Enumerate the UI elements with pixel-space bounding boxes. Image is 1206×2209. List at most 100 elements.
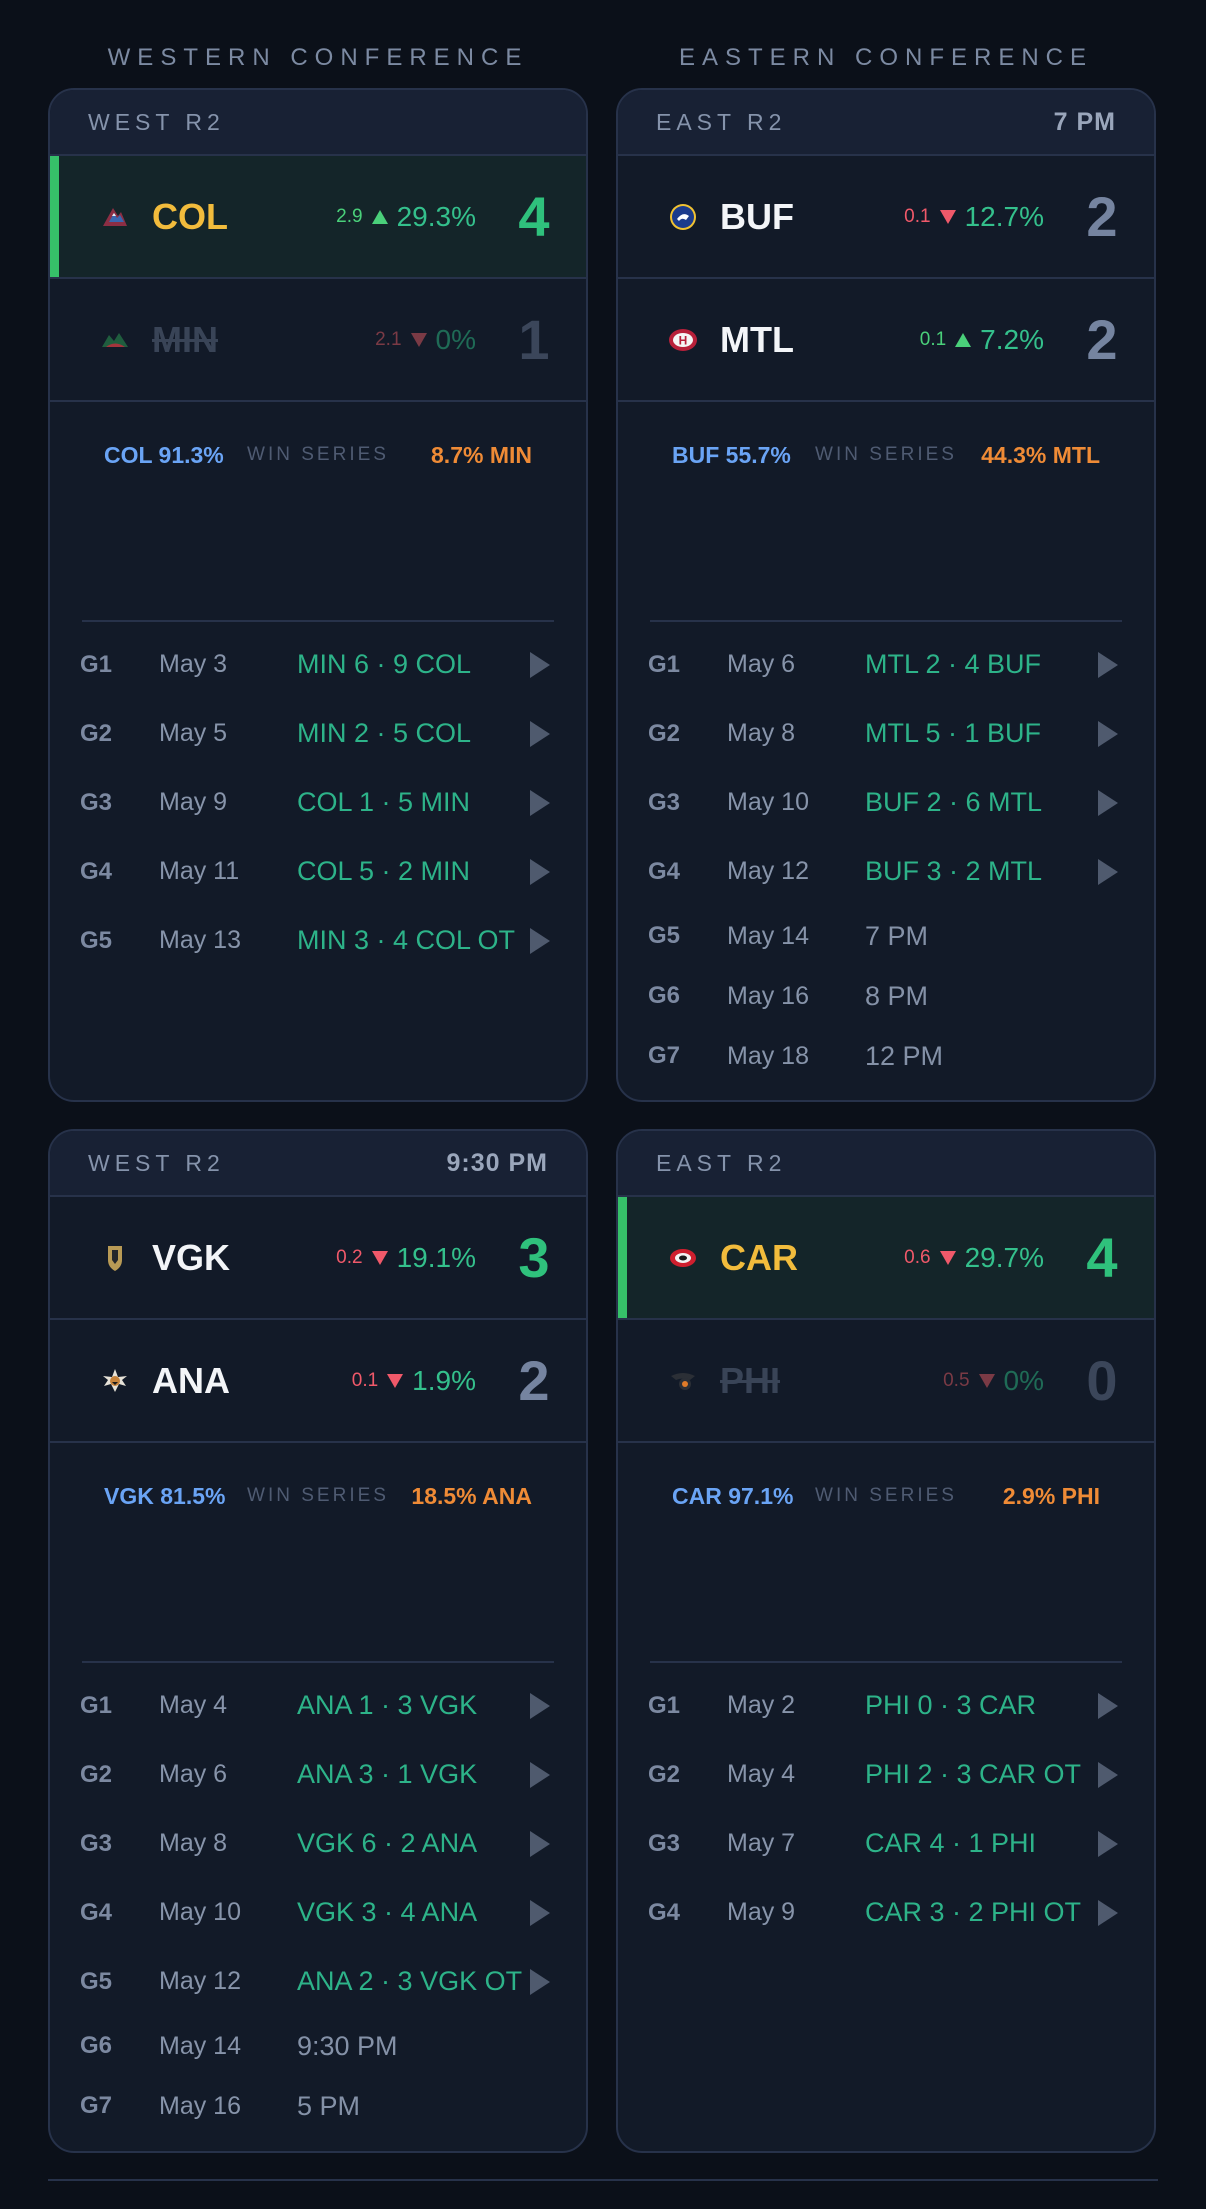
game-row-g2[interactable]: G2 May 5 MIN 2 · 5 COL xyxy=(50,699,586,768)
game-date: May 5 xyxy=(159,719,228,747)
game-result: ANA 1 · 3 VGK xyxy=(297,1690,478,1720)
chart-mid-label: WIN SERIES xyxy=(247,1485,389,1506)
game-number: G1 xyxy=(80,1691,113,1719)
play-highlights-icon[interactable] xyxy=(530,1830,550,1857)
team-row-buf[interactable]: 05/0605/0705/0905/1105/1305/14 BUF 0.1 12.7… xyxy=(618,156,1154,279)
play-highlights-icon[interactable] xyxy=(1098,789,1118,816)
card-header: EAST R2 xyxy=(618,1131,1154,1197)
play-highlights-icon[interactable] xyxy=(530,858,550,885)
game-date: May 6 xyxy=(159,1760,228,1788)
team-row-phi[interactable]: PHI 0.5 0% 0 xyxy=(618,1320,1154,1443)
round-label: EAST R2 xyxy=(656,1149,787,1176)
play-highlights-icon[interactable] xyxy=(530,1899,550,1926)
game-row-g2[interactable]: G2 May 6 ANA 3 · 1 VGK xyxy=(50,1740,586,1809)
game-row-g1[interactable]: G1 May 6 MTL 2 · 4 BUF xyxy=(618,630,1154,699)
game-result: VGK 6 · 2 ANA xyxy=(297,1828,478,1858)
prob-delta: 0.1 xyxy=(919,328,947,350)
team-row-vgk[interactable]: 05/0405/0505/0705/0905/1105/1305/14 VGK 0.… xyxy=(50,1197,586,1320)
team-abbr: MIN xyxy=(152,318,218,360)
prob-delta: 0.1 xyxy=(904,205,931,227)
cup-probability: 29.7% xyxy=(964,1241,1044,1273)
game-result: MIN 6 · 9 COL xyxy=(297,649,472,679)
game-row-g4[interactable]: G4 May 9 CAR 3 · 2 PHI OT xyxy=(618,1878,1154,1947)
cup-probability: 0% xyxy=(1003,1364,1044,1396)
game-result: CAR 3 · 2 PHI OT xyxy=(865,1897,1082,1927)
game-date: May 10 xyxy=(727,788,809,816)
game-row-g1[interactable]: G1 May 4 ANA 1 · 3 VGK xyxy=(50,1671,586,1740)
round-label: WEST R2 xyxy=(88,1149,225,1176)
game-number: G4 xyxy=(80,1898,113,1926)
cup-probability: 7.2% xyxy=(980,323,1044,355)
team-row-mtl[interactable]: H MTL 0.1 7.2% 2 xyxy=(618,279,1154,402)
play-highlights-icon[interactable] xyxy=(1098,1830,1118,1857)
delta-down-icon xyxy=(978,1373,995,1388)
game-number: G2 xyxy=(80,719,113,747)
delta-down-icon xyxy=(410,332,427,347)
play-highlights-icon[interactable] xyxy=(1098,651,1118,678)
game-date: May 13 xyxy=(159,926,241,954)
play-highlights-icon[interactable] xyxy=(530,1968,550,1995)
game-date: May 3 xyxy=(159,650,228,678)
game-result: MIN 2 · 5 COL xyxy=(297,718,472,748)
chart-mid-label: WIN SERIES xyxy=(247,444,389,465)
cup-probability: 29.3% xyxy=(396,200,476,232)
sabres-logo-icon: 05/0605/0705/0905/1105/1305/14 xyxy=(668,202,698,232)
delta-down-icon xyxy=(939,209,956,224)
ducks-logo-icon xyxy=(100,1366,130,1396)
game-row-g3[interactable]: G3 May 9 COL 1 · 5 MIN xyxy=(50,768,586,837)
game-result: PHI 0 · 3 CAR xyxy=(865,1690,1037,1720)
card-header: WEST R2 xyxy=(50,90,586,156)
team-row-min[interactable]: MIN 2.1 0% 1 xyxy=(50,279,586,402)
play-highlights-icon[interactable] xyxy=(530,1761,550,1788)
game-number: G5 xyxy=(80,926,113,954)
game-row-g5[interactable]: G5 May 12 ANA 2 · 3 VGK OT xyxy=(50,1947,586,2016)
game-start-time: 8 PM xyxy=(865,980,929,1011)
play-highlights-icon[interactable] xyxy=(530,1692,550,1719)
chart-right-label: 18.5% ANA xyxy=(411,1483,532,1509)
team-row-col[interactable]: 05/0305/0405/0605/1005/1205/13 COL 2.9 29.3… xyxy=(50,156,586,279)
team-row-ana[interactable]: ANA 0.1 1.9% 2 xyxy=(50,1320,586,1443)
prob-delta: 0.6 xyxy=(904,1246,931,1268)
game-row-g4[interactable]: G4 May 11 COL 5 · 2 MIN xyxy=(50,837,586,906)
team-row-car[interactable]: 05/0205/0305/0405/0505/0805/09 CAR 0.6 29.7… xyxy=(618,1197,1154,1320)
game-row-g3[interactable]: G3 May 10 BUF 2 · 6 MTL xyxy=(618,768,1154,837)
game-row-g2[interactable]: G2 May 4 PHI 2 · 3 CAR OT xyxy=(618,1740,1154,1809)
game-result: MTL 2 · 4 BUF xyxy=(865,649,1042,679)
game-row-g4[interactable]: G4 May 10 VGK 3 · 4 ANA xyxy=(50,1878,586,1947)
games-list: G1 May 6 MTL 2 · 4 BUF G2 May 8 MTL 5 · 1 BUF… xyxy=(618,622,1154,1086)
series-wins: 4 xyxy=(1086,1226,1118,1289)
delta-up-icon xyxy=(371,209,388,224)
play-highlights-icon[interactable] xyxy=(1098,1899,1118,1926)
game-row-g4[interactable]: G4 May 12 BUF 3 · 2 MTL xyxy=(618,837,1154,906)
game-row-g5[interactable]: G5 May 13 MIN 3 · 4 COL OT xyxy=(50,906,586,975)
play-highlights-icon[interactable] xyxy=(530,927,550,954)
play-highlights-icon[interactable] xyxy=(1098,858,1118,885)
bottom-divider xyxy=(48,2179,1158,2181)
cup-probability: 1.9% xyxy=(412,1364,476,1396)
chart-right-label: 44.3% MTL xyxy=(981,442,1100,468)
game-row-g2[interactable]: G2 May 8 MTL 5 · 1 BUF xyxy=(618,699,1154,768)
play-highlights-icon[interactable] xyxy=(530,651,550,678)
play-highlights-icon[interactable] xyxy=(1098,1692,1118,1719)
game-number: G4 xyxy=(648,857,681,885)
prob-delta: 0.2 xyxy=(336,1246,363,1268)
chart-right-label: 8.7% MIN xyxy=(431,442,532,468)
wild-logo-icon xyxy=(100,325,130,355)
game-number: G1 xyxy=(648,650,681,678)
series-wins: 2 xyxy=(1086,308,1118,371)
chart-mid-label: WIN SERIES xyxy=(815,1485,957,1506)
play-highlights-icon[interactable] xyxy=(1098,1761,1118,1788)
game-row-g5: G5 May 14 7 PM xyxy=(618,906,1154,966)
game-number: G4 xyxy=(80,857,113,885)
game-result: MTL 5 · 1 BUF xyxy=(865,718,1042,748)
play-highlights-icon[interactable] xyxy=(530,720,550,747)
game-row-g1[interactable]: G1 May 2 PHI 0 · 3 CAR xyxy=(618,1671,1154,1740)
game-row-g1[interactable]: G1 May 3 MIN 6 · 9 COL xyxy=(50,630,586,699)
game-row-g3[interactable]: G3 May 7 CAR 4 · 1 PHI xyxy=(618,1809,1154,1878)
game-start-time: 9:30 PM xyxy=(297,2030,398,2061)
play-highlights-icon[interactable] xyxy=(530,789,550,816)
game-row-g3[interactable]: G3 May 8 VGK 6 · 2 ANA xyxy=(50,1809,586,1878)
play-highlights-icon[interactable] xyxy=(1098,720,1118,747)
round-label: WEST R2 xyxy=(88,108,225,135)
chart-left-label: BUF 55.7% xyxy=(672,442,791,468)
